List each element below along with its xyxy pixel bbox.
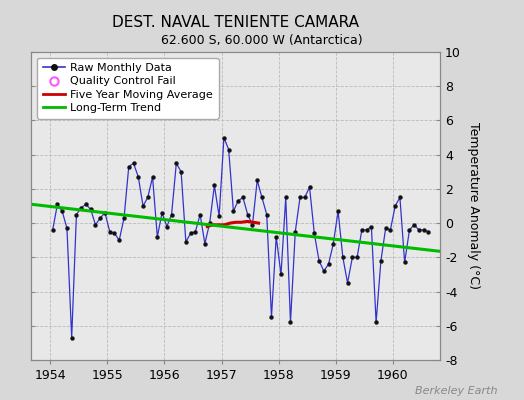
Text: 62.600 S, 60.000 W (Antarctica): 62.600 S, 60.000 W (Antarctica): [161, 34, 363, 47]
Legend: Raw Monthly Data, Quality Control Fail, Five Year Moving Average, Long-Term Tren: Raw Monthly Data, Quality Control Fail, …: [37, 58, 219, 119]
Y-axis label: Temperature Anomaly (°C): Temperature Anomaly (°C): [467, 122, 481, 290]
Title: DEST. NAVAL TENIENTE CAMARA: DEST. NAVAL TENIENTE CAMARA: [112, 15, 359, 30]
Text: Berkeley Earth: Berkeley Earth: [416, 386, 498, 396]
